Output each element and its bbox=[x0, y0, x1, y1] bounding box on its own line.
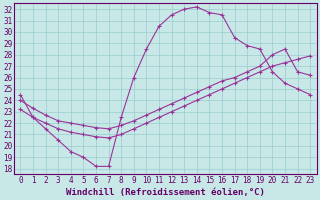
X-axis label: Windchill (Refroidissement éolien,°C): Windchill (Refroidissement éolien,°C) bbox=[66, 188, 265, 197]
